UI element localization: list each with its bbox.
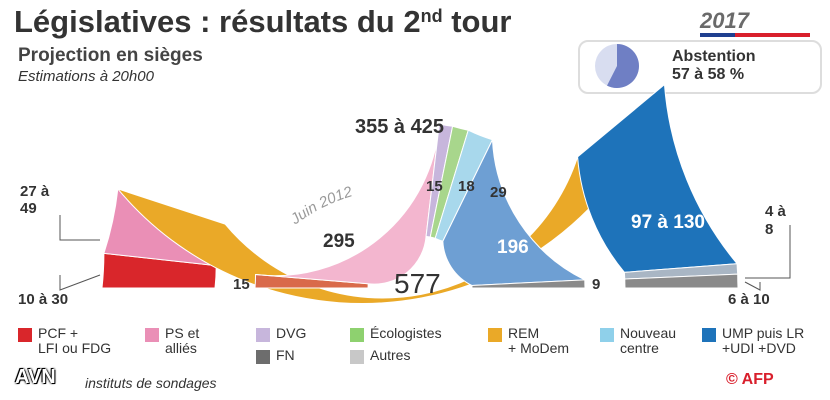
year-logo-bar-red: [735, 33, 810, 37]
avn-watermark: AVN: [15, 366, 56, 388]
legend-swatch-4: [488, 328, 502, 342]
label-rem: 355 à 425: [355, 116, 444, 138]
year-logo: 2017: [700, 8, 749, 33]
legend-label-8: Autres: [370, 347, 411, 363]
abstention-pie: [595, 44, 639, 88]
legend-swatch-0: [18, 328, 32, 342]
label-2012-nc: 29: [490, 184, 507, 201]
label-fn: 6 à 10: [728, 291, 770, 308]
legend-swatch-3: [350, 328, 364, 342]
label-ump: 97 à 130: [631, 212, 705, 233]
abstention-value: 57 à 58 %: [672, 66, 745, 83]
afp-credit: © AFP: [726, 371, 774, 388]
label-2012-eco: 18: [458, 178, 475, 195]
legend-label-5: Nouveau centre: [620, 325, 677, 356]
legend-label-7: FN: [276, 347, 295, 363]
label-pcf: 10 à 30: [18, 291, 69, 308]
legend-label-6: UMP puis LR +UDI +DVD: [722, 325, 805, 356]
legend-swatch-7: [256, 350, 270, 364]
connector-1: [59, 274, 101, 291]
label-connectors: [59, 215, 791, 291]
label-ps: 27 à 49: [20, 183, 50, 217]
total-seats: 577: [394, 268, 441, 299]
label-2012-dvg: 15: [426, 178, 443, 195]
legend-label-0: PCF + LFI ou FDG: [38, 325, 112, 356]
legend-label-2: DVG: [276, 325, 307, 341]
outer-arcs-segment-3: [577, 83, 739, 273]
connector-0: [59, 215, 100, 241]
legend-swatch-1: [145, 328, 159, 342]
legend-swatch-5: [600, 328, 614, 342]
chart-subtitle: Projection en sièges: [18, 45, 203, 66]
inner-arcs-segment-1: [255, 124, 440, 285]
abstention-pie-slice: [607, 44, 639, 88]
chart-title: Législatives : résultats du 2nd tour: [14, 4, 512, 39]
inner-arcs-segment-5: [442, 139, 586, 286]
legend-swatch-2: [256, 328, 270, 342]
label-autres: 4 à 8: [765, 203, 786, 238]
label-2012-autres: 15: [233, 276, 250, 293]
estimation-note: Estimations à 20h00: [18, 68, 154, 85]
label-2012-fn: 9: [592, 276, 601, 293]
legend-swatch-8: [350, 350, 364, 364]
source-note: instituts de sondages: [85, 375, 217, 391]
connector-2: [745, 225, 791, 279]
label-2012-ump: 196: [497, 237, 529, 258]
connector-3: [744, 281, 761, 291]
legend-label-4: REM + MoDem: [508, 325, 570, 356]
outer-arcs-segment-5: [624, 273, 739, 289]
legend-swatch-6: [702, 328, 716, 342]
legend-label-3: Écologistes: [370, 325, 442, 341]
inner-semicircle: [254, 123, 586, 289]
inner-arcs-segment-6: [471, 279, 586, 289]
label-2012-ps: 295: [323, 231, 355, 252]
juin-2012-label: Juin 2012: [287, 183, 355, 229]
abstention-label: Abstention: [672, 48, 756, 65]
legend-label-1: PS et alliés: [165, 325, 200, 356]
